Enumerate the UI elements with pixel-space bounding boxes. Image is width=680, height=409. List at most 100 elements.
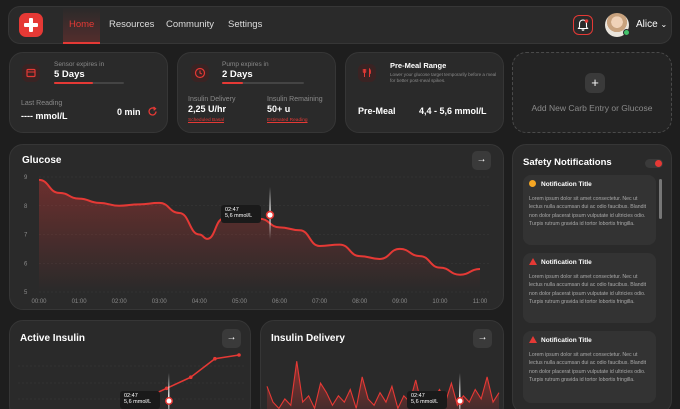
glucose-highlight-point — [265, 210, 275, 220]
notification-body: Lorem ipsum dolor sit amet consectetur. … — [529, 274, 647, 306]
insulin-delivery-label: Insulin Delivery — [188, 96, 236, 103]
notification-item[interactable]: Notification Title Lorem ipsum dolor sit… — [523, 331, 656, 403]
glucose-chart[interactable]: 5 6 7 8 9 00:00 01:00 02:00 03:00 04:00 05:00 06:0… — [10, 145, 505, 311]
glucose-area — [39, 179, 480, 292]
tooltip-time: 02:47 — [411, 393, 425, 399]
notifications-scrollbar[interactable] — [659, 179, 662, 219]
active-insulin-panel: Active Insulin → 02:47 5,6 mmol/L — [9, 320, 251, 409]
pump-expires-value: 2 Days — [222, 69, 253, 80]
notifications-toggle[interactable] — [645, 159, 663, 168]
x-tick-label: 04:00 — [192, 299, 208, 305]
notification-body: Lorem ipsum dolor sit amet consectetur. … — [529, 352, 647, 384]
insulin-delivery-chart[interactable] — [261, 321, 505, 409]
sensor-card: Sensor expires in 5 Days Last Reading --… — [9, 52, 168, 133]
sensor-progress-fill — [54, 82, 93, 84]
nav-resources[interactable]: Resources — [109, 19, 155, 30]
sensor-progress-bar — [54, 82, 124, 84]
insulin-delivery-tooltip: 02:47 5,6 mmol/L — [407, 391, 447, 409]
x-tick-label: 02:00 — [112, 299, 128, 305]
add-entry-label: Add New Carb Entry or Glucose — [531, 103, 653, 113]
scheduled-basal-link[interactable]: Scheduled Basal — [188, 118, 225, 123]
notification-title: Notification Title — [541, 337, 592, 344]
sensor-expires-label: Sensor expires in — [54, 61, 105, 68]
active-insulin-chart[interactable] — [10, 321, 252, 409]
tooltip-value: 5,6 mmol/L — [225, 213, 253, 219]
notification-item[interactable]: Notification Title Lorem ipsum dolor sit… — [523, 175, 656, 245]
add-entry-button[interactable]: + — [585, 73, 605, 93]
premeal-name: Pre-Meal — [358, 106, 396, 116]
x-tick-label: 08:00 — [352, 299, 368, 305]
premeal-title: Pre-Meal Range — [390, 61, 447, 70]
x-tick-label: 06:00 — [272, 299, 288, 305]
insulin-delivery-highlight-point — [456, 397, 464, 405]
tooltip-time: 02:47 — [124, 393, 138, 399]
pump-progress-fill — [222, 82, 243, 84]
bell-icon — [577, 19, 589, 31]
y-tick-label: 6 — [24, 261, 28, 267]
glucose-tooltip: 02:47 5,6 mmol/L — [221, 205, 261, 223]
user-name: Alice — [636, 19, 658, 30]
x-tick-label: 09:00 — [392, 299, 408, 305]
alert-triangle-icon — [529, 258, 537, 265]
active-insulin-tooltip: 02:47 5,6 mmol/L — [120, 391, 160, 409]
x-tick-label: 07:00 — [312, 299, 328, 305]
insulin-delivery-area — [267, 361, 499, 409]
insulin-delivery-expand-button[interactable]: → — [473, 329, 492, 348]
arrow-right-icon: → — [477, 332, 488, 343]
estimated-reading-link[interactable]: Estimated Reading — [267, 118, 308, 123]
insulin-delivery-panel: Insulin Delivery → 02:47 5,6 mmol/L — [260, 320, 504, 409]
glucose-expand-button[interactable]: → — [472, 151, 491, 170]
glucose-panel: Glucose → 5 6 7 8 9 00:00 01:00 02:00 03:00 04:0… — [9, 144, 504, 310]
fork-knife-icon — [358, 64, 376, 82]
nav-home[interactable]: Home — [63, 7, 101, 44]
active-insulin-highlight-point — [165, 397, 173, 405]
chevron-down-icon: ⌄ — [660, 20, 668, 29]
data-point — [164, 386, 169, 391]
user-menu[interactable]: Alice ⌄ — [636, 19, 667, 30]
y-tick-label: 5 — [24, 290, 28, 296]
premeal-range-card[interactable]: Pre-Meal Range Lower your glucose target… — [345, 52, 504, 133]
x-tick-label: 11:00 — [473, 299, 488, 305]
online-status-dot — [623, 29, 630, 36]
arrow-right-icon: → — [476, 154, 487, 165]
toggle-knob — [655, 160, 662, 167]
nav-community[interactable]: Community — [166, 19, 215, 30]
pump-progress-bar — [222, 82, 304, 84]
active-insulin-expand-button[interactable]: → — [222, 329, 241, 348]
pump-card: Pump expires in 2 Days Insulin Delivery … — [177, 52, 336, 133]
last-reading-age: 0 min — [117, 107, 141, 117]
notification-title: Notification Title — [541, 181, 592, 188]
arrow-right-icon: → — [226, 332, 237, 343]
data-point — [237, 353, 241, 357]
warning-dot-icon — [529, 180, 536, 187]
last-reading-label: Last Reading — [21, 100, 63, 107]
data-point — [188, 375, 193, 379]
pump-expires-label: Pump expires in — [222, 61, 269, 68]
active-insulin-cursor — [168, 373, 170, 409]
active-insulin-line — [132, 354, 240, 409]
insulin-delivery-cursor — [459, 373, 461, 409]
tooltip-value: 5,6 mmol/L — [124, 399, 152, 405]
notifications-button[interactable] — [573, 15, 593, 35]
glucose-title: Glucose — [22, 155, 62, 166]
refresh-icon[interactable] — [147, 106, 158, 117]
x-tick-label: 03:00 — [152, 299, 168, 305]
notification-title: Notification Title — [541, 259, 592, 266]
clock-icon — [191, 64, 209, 82]
add-entry-card[interactable]: + Add New Carb Entry or Glucose — [512, 52, 672, 133]
premeal-range-value: 4,4 - 5,6 mmol/L — [419, 106, 487, 116]
y-tick-label: 7 — [24, 233, 28, 239]
medical-cross-icon[interactable] — [19, 13, 43, 37]
data-point — [213, 356, 217, 361]
sensor-expires-value: 5 Days — [54, 69, 85, 80]
y-tick-label: 9 — [24, 175, 28, 181]
premeal-description: Lower your glucose target temporarily be… — [390, 72, 497, 83]
safety-notifications-panel: Safety Notifications Notification Title … — [512, 144, 672, 409]
x-tick-label: 05:00 — [232, 299, 248, 305]
notification-item[interactable]: Notification Title Lorem ipsum dolor sit… — [523, 253, 656, 323]
insulin-delivery-title: Insulin Delivery — [271, 333, 345, 344]
nav-settings[interactable]: Settings — [228, 19, 263, 30]
notification-body: Lorem ipsum dolor sit amet consectetur. … — [529, 196, 647, 228]
tooltip-value: 5,6 mmol/L — [411, 399, 439, 405]
insulin-remaining-label: Insulin Remaining — [267, 96, 323, 103]
